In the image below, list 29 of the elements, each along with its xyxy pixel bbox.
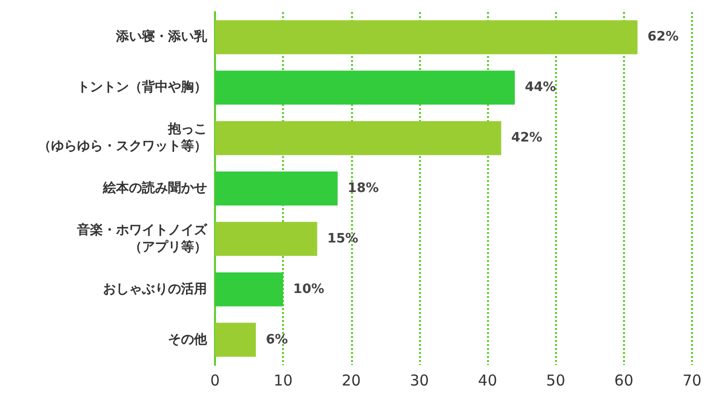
x-tick-label: 70 [682,372,702,390]
data-label: 10% [293,282,324,297]
x-tick-label: 40 [478,372,498,390]
data-label: 18% [348,181,379,196]
x-tick-label: 20 [342,372,361,390]
x-tick-label: 10 [274,372,293,390]
bar [215,20,638,54]
x-tick-label: 30 [410,372,429,390]
x-tick-label: 50 [546,372,566,390]
x-tick-label: 0 [210,372,220,390]
data-label: 62% [647,30,679,45]
y-tick-label: 絵本の読み聞かせ [102,180,207,196]
bar [215,322,256,357]
y-tick-label: 添い寝・添い乳 [115,28,208,45]
data-label: 15% [327,231,358,246]
bar [215,222,318,256]
data-label: 42% [511,130,542,146]
y-tick-label: トントン（背中や胸） [77,79,207,96]
data-label: 6% [266,332,288,348]
x-tick-label: 60 [614,372,634,390]
bar [215,272,284,306]
y-tick-label: 抱っこ（ゆらゆら・スクワット等） [38,122,207,154]
bar [215,70,515,105]
y-tick-label: 音楽・ホワイトノイズ（アプリ等） [76,222,208,255]
y-tick-label: おしゃぶりの活用 [103,282,207,297]
data-label: 44% [524,80,556,96]
y-tick-label: その他 [168,332,208,348]
bar [215,172,338,206]
bar [215,121,502,156]
